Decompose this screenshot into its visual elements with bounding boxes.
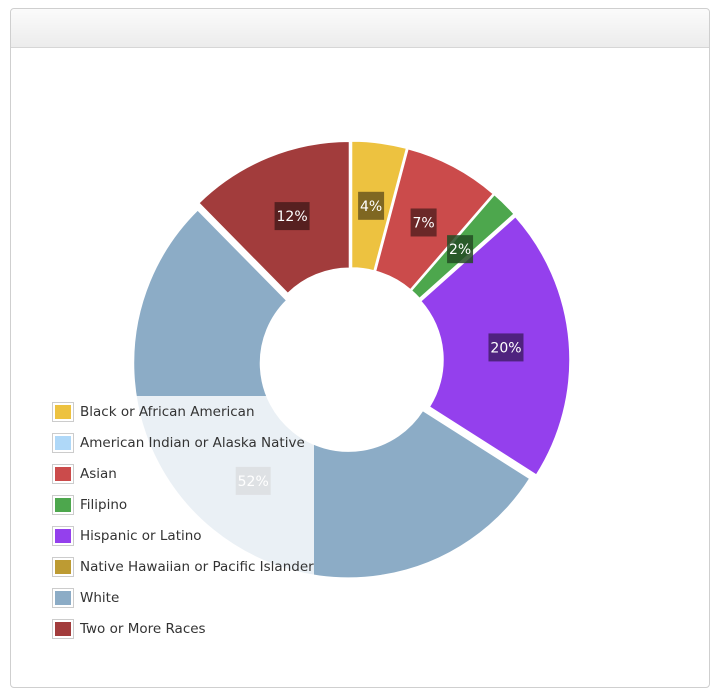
legend-label: Filipino bbox=[80, 496, 128, 513]
legend-item-two-or-more-races[interactable]: Two or More Races bbox=[52, 613, 314, 644]
legend-label: Two or More Races bbox=[80, 620, 206, 637]
svg-text:12%: 12% bbox=[277, 209, 308, 225]
legend-label: Asian bbox=[80, 465, 117, 482]
legend-item-asian[interactable]: Asian bbox=[52, 458, 314, 489]
data-label-black-or-african-american: 4% bbox=[358, 191, 385, 220]
legend-swatch bbox=[52, 587, 74, 608]
legend-swatch bbox=[52, 432, 74, 453]
legend-item-hispanic-or-latino[interactable]: Hispanic or Latino bbox=[52, 520, 314, 551]
panel-header bbox=[11, 9, 709, 48]
svg-text:20%: 20% bbox=[490, 340, 521, 356]
legend-item-american-indian-or-alaska-native[interactable]: American Indian or Alaska Native bbox=[52, 427, 314, 458]
legend-label: Hispanic or Latino bbox=[80, 527, 202, 544]
legend-swatch bbox=[52, 401, 74, 422]
legend-label: American Indian or Alaska Native bbox=[80, 434, 305, 451]
legend: Black or African American American Indian… bbox=[52, 396, 314, 644]
slice-two-or-more-races[interactable] bbox=[197, 140, 351, 295]
legend-swatch bbox=[52, 463, 74, 484]
legend-label: White bbox=[80, 589, 120, 606]
data-label-filipino: 2% bbox=[447, 235, 474, 264]
svg-text:4%: 4% bbox=[360, 199, 382, 215]
legend-item-white[interactable]: White bbox=[52, 582, 314, 613]
legend-swatch bbox=[52, 494, 74, 515]
data-label-hispanic-or-latino: 20% bbox=[488, 333, 524, 362]
legend-item-native-hawaiian-or-pacific-islander[interactable]: Native Hawaiian or Pacific Islander bbox=[52, 551, 314, 582]
svg-text:2%: 2% bbox=[449, 242, 471, 258]
data-label-asian: 7% bbox=[410, 208, 437, 237]
svg-text:7%: 7% bbox=[412, 215, 434, 231]
legend-swatch bbox=[52, 525, 74, 546]
legend-label: Native Hawaiian or Pacific Islander bbox=[80, 558, 314, 575]
legend-label: Black or African American bbox=[80, 403, 255, 420]
legend-swatch bbox=[52, 556, 74, 577]
legend-item-black-or-african-american[interactable]: Black or African American bbox=[52, 396, 314, 427]
legend-swatch bbox=[52, 618, 74, 639]
data-label-two-or-more-races: 12% bbox=[274, 202, 310, 231]
legend-item-filipino[interactable]: Filipino bbox=[52, 489, 314, 520]
